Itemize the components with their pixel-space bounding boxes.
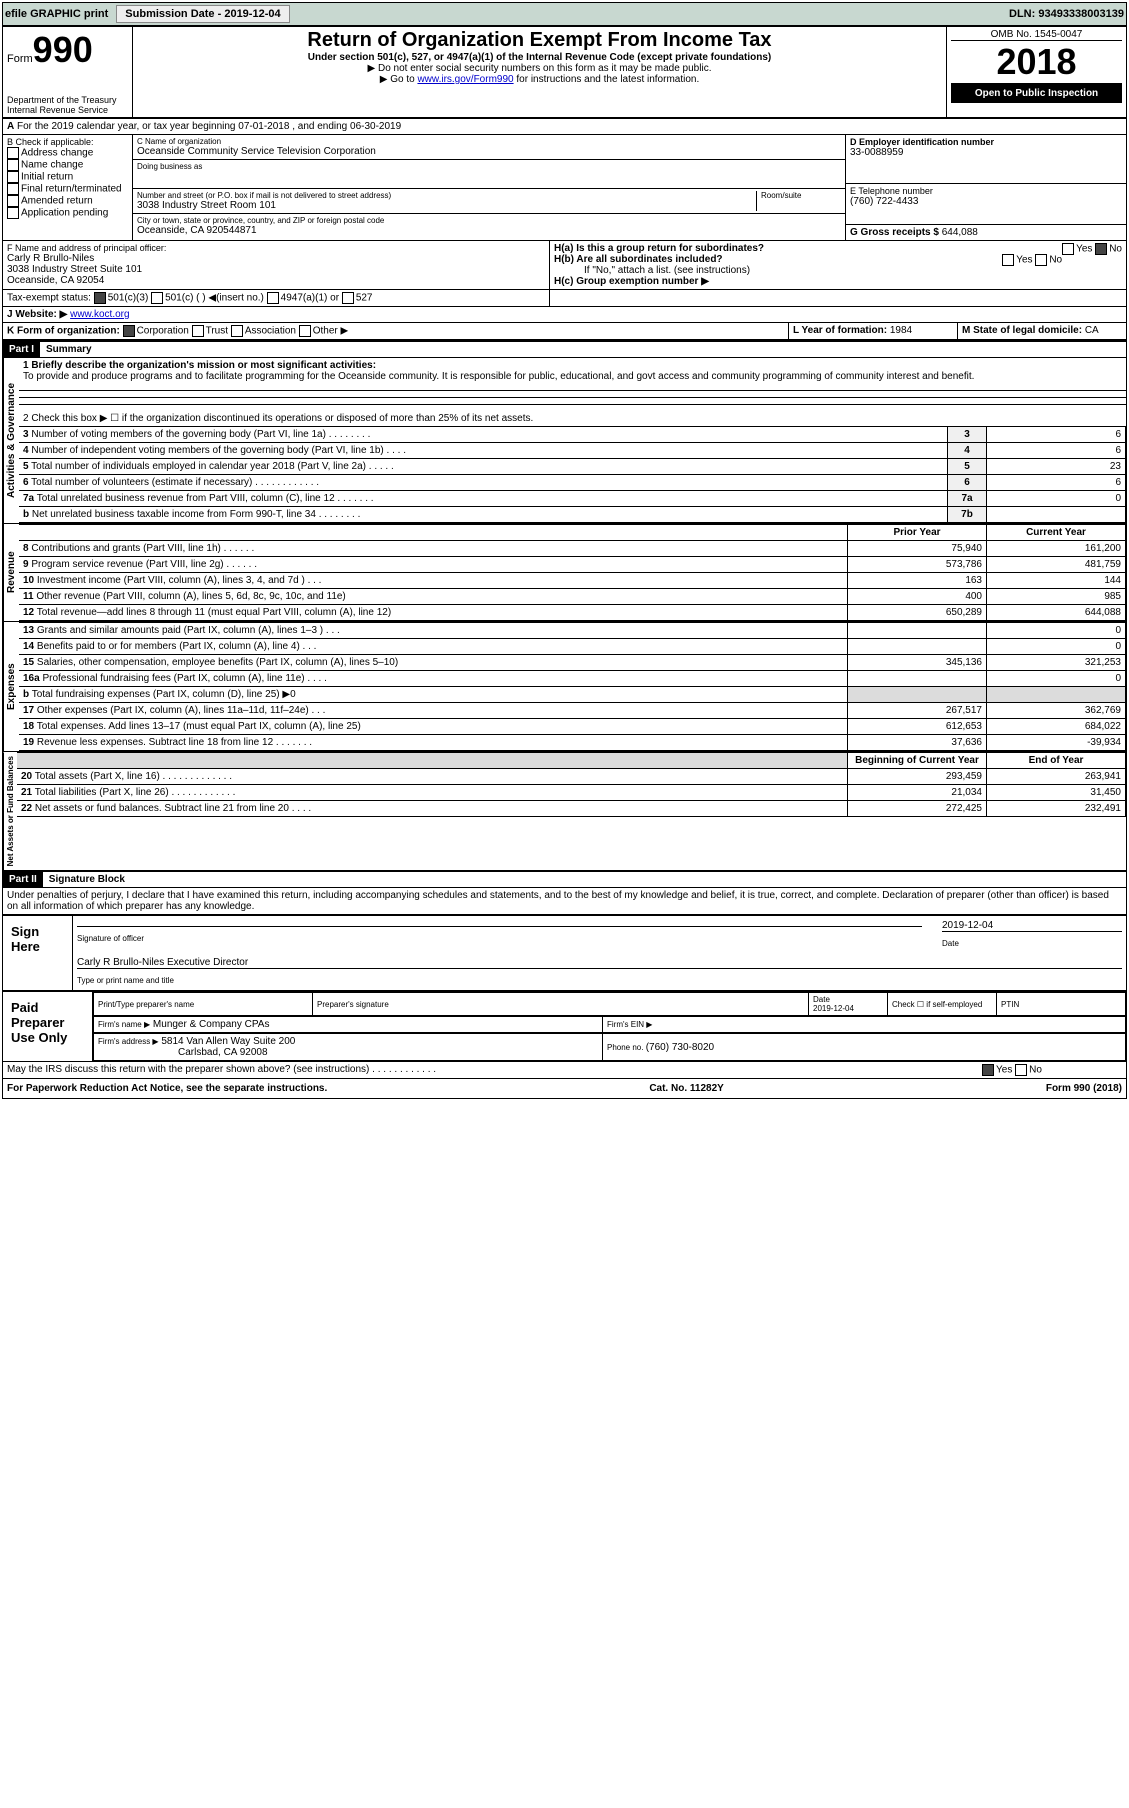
footer-right: Form 990 (2018) (1046, 1083, 1122, 1094)
subtitle-1: Under section 501(c), 527, or 4947(a)(1)… (137, 52, 942, 63)
phone-label: E Telephone number (850, 186, 1122, 196)
paid-preparer-label: Paid Preparer Use Only (3, 992, 93, 1061)
part2-bar: Part II (3, 872, 43, 887)
expenses-table: 13 Grants and similar amounts paid (Part… (19, 622, 1126, 751)
omb-number: OMB No. 1545-0047 (951, 29, 1122, 41)
form-label: Form (7, 53, 33, 65)
line-a: A For the 2019 calendar year, or tax yea… (3, 119, 405, 134)
hc-line: H(c) Group exemption number ▶ (554, 276, 1122, 287)
dba-label: Doing business as (137, 162, 841, 171)
sign-here-label: Sign Here (3, 916, 73, 990)
firm-phone: (760) 730-8020 (646, 1042, 714, 1053)
form-990-page: efile GRAPHIC print Submission Date - 20… (2, 2, 1127, 1099)
firm-addr1: 5814 Van Allen Way Suite 200 (161, 1036, 295, 1047)
website-link[interactable]: www.koct.org (70, 309, 129, 320)
sign-date: 2019-12-04 (942, 920, 1122, 931)
preparer-sig-label: Preparer's signature (313, 993, 809, 1016)
room-suite-label: Room/suite (756, 191, 841, 211)
side-revenue: Revenue (3, 524, 19, 621)
subtitle-3: ▶ Go to www.irs.gov/Form990 for instruct… (137, 74, 942, 85)
address-block: B Check if applicable: Address change Na… (3, 135, 1126, 240)
officer-name: Carly R Brullo-Niles (7, 253, 545, 264)
open-to-public: Open to Public Inspection (951, 84, 1122, 103)
mission-label: 1 Briefly describe the organization's mi… (23, 360, 376, 371)
efile-topbar: efile GRAPHIC print Submission Date - 20… (3, 3, 1126, 27)
firm-ein-label: Firm's EIN ▶ (603, 1017, 1126, 1033)
current-year-header: Current Year (987, 525, 1126, 541)
gross-receipts: 644,088 (942, 227, 978, 238)
subtitle-2: ▶ Do not enter social security numbers o… (137, 63, 942, 74)
officer-sign-name: Carly R Brullo-Niles Executive Director (77, 957, 248, 968)
line-l: L Year of formation: 1984 (788, 323, 957, 339)
line-m: M State of legal domicile: CA (957, 323, 1126, 339)
ha-line: H(a) Is this a group return for subordin… (554, 243, 1122, 254)
officer-addr2: Oceanside, CA 92054 (7, 275, 545, 286)
hb-line: H(b) Are all subordinates included? Yes … (554, 254, 1122, 265)
form-number: 990 (33, 29, 93, 70)
signature-label: Signature of officer (77, 934, 144, 943)
hb-note: If "No," attach a list. (see instruction… (554, 265, 1122, 276)
part1-title: Summary (40, 342, 98, 357)
box-b: B Check if applicable: Address change Na… (3, 135, 133, 240)
tax-year: 2018 (951, 41, 1122, 84)
ein-label: D Employer identification number (850, 137, 1122, 147)
signature-declaration: Under penalties of perjury, I declare th… (3, 888, 1126, 914)
firm-addr2: Carlsbad, CA 92008 (178, 1047, 268, 1058)
side-governance: Activities & Governance (3, 358, 19, 523)
irs-link[interactable]: www.irs.gov/Form990 (417, 74, 513, 85)
tax-exempt-status: Tax-exempt status: 501(c)(3) 501(c) ( ) … (3, 290, 550, 306)
sign-here-block: Sign Here Signature of officer 2019-12-04… (3, 914, 1126, 990)
footer-left: For Paperwork Reduction Act Notice, see … (7, 1083, 327, 1094)
footer-center: Cat. No. 11282Y (649, 1083, 723, 1094)
preparer-name-label: Print/Type preparer's name (94, 993, 313, 1016)
part1-bar: Part I (3, 342, 40, 357)
discuss-with-preparer: May the IRS discuss this return with the… (3, 1062, 978, 1078)
officer-addr1: 3038 Industry Street Suite 101 (7, 264, 545, 275)
line-2: 2 Check this box ▶ ☐ if the organization… (19, 411, 1126, 426)
gross-receipts-label: G Gross receipts $ (850, 227, 942, 238)
paid-preparer-block: Paid Preparer Use Only Print/Type prepar… (3, 990, 1126, 1061)
preparer-date: 2019-12-04 (813, 1004, 854, 1013)
dln: DLN: 93493338003139 (1009, 8, 1124, 20)
mission-text: To provide and produce programs and to f… (23, 371, 974, 382)
page-footer: For Paperwork Reduction Act Notice, see … (3, 1079, 1126, 1098)
prior-year-header: Prior Year (848, 525, 987, 541)
side-expenses: Expenses (3, 622, 19, 751)
governance-table: 3 Number of voting members of the govern… (19, 426, 1126, 523)
ein: 33-0088959 (850, 147, 1122, 158)
end-year-header: End of Year (987, 753, 1126, 769)
revenue-table: Prior YearCurrent Year 8 Contributions a… (19, 524, 1126, 621)
form-title: Return of Organization Exempt From Incom… (137, 29, 942, 52)
phone: (760) 722-4433 (850, 196, 1122, 207)
street-address: 3038 Industry Street Room 101 (137, 200, 756, 211)
line-k: K Form of organization: Corporation Trus… (3, 323, 788, 339)
side-netassets: Net Assets or Fund Balances (3, 752, 17, 870)
dept-treasury: Department of the Treasury Internal Reve… (7, 95, 128, 115)
begin-year-header: Beginning of Current Year (848, 753, 987, 769)
efile-label: efile GRAPHIC print (5, 8, 108, 20)
org-name: Oceanside Community Service Television C… (137, 146, 841, 157)
city-state-zip: Oceanside, CA 920544871 (137, 225, 841, 236)
firm-name: Munger & Company CPAs (153, 1019, 270, 1030)
submission-date-box: Submission Date - 2019-12-04 (116, 5, 289, 23)
part2-title: Signature Block (43, 872, 131, 887)
ptin-label: PTIN (997, 993, 1126, 1016)
self-employed-check: Check ☐ if self-employed (888, 993, 997, 1016)
website-line: J Website: ▶ www.koct.org (3, 307, 134, 322)
org-name-label: C Name of organization (137, 137, 841, 146)
form-header: Form990 Department of the Treasury Inter… (3, 27, 1126, 119)
netassets-table: Beginning of Current YearEnd of Year 20 … (17, 752, 1126, 817)
officer-label: F Name and address of principal officer: (7, 243, 545, 253)
